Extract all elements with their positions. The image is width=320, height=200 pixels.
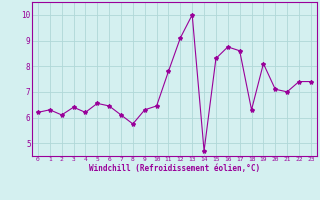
X-axis label: Windchill (Refroidissement éolien,°C): Windchill (Refroidissement éolien,°C): [89, 164, 260, 173]
